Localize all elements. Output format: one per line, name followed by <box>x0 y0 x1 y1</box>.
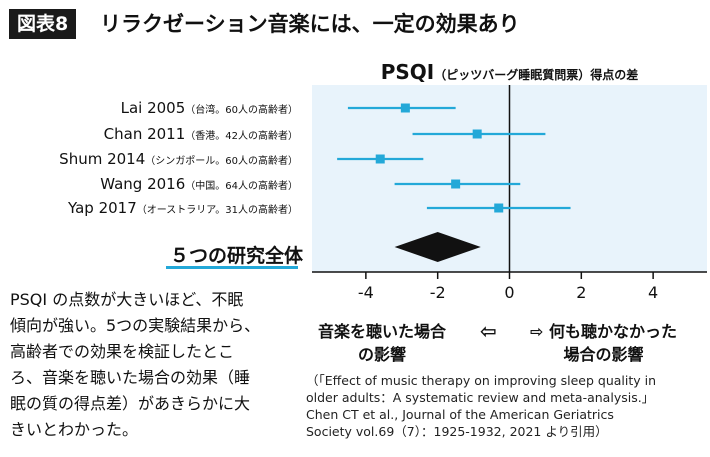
citation-line: Society vol.69（7）：1925-1932, 2021 より引用） <box>306 424 608 439</box>
axis-right-line: 何も聴かなかった <box>548 322 677 341</box>
x-tick-label: -2 <box>430 283 446 302</box>
chart-title-main: PSQI <box>380 60 435 84</box>
study-label-yap: Yap 2017（オーストラリア。31人の高齢者） <box>68 198 298 218</box>
chart-title: PSQI（ピッツバーグ睡眠質問票）得点の差 <box>312 60 707 84</box>
x-tick-label: 2 <box>576 283 586 302</box>
body-line: ろ、音楽を聴いた場合の効果（睡 <box>10 368 251 387</box>
study-name: Wang 2016 <box>100 175 186 193</box>
study-name: Chan 2011 <box>103 125 186 143</box>
chart-title-paren: （ピッツバーグ睡眠質問票）得点の差 <box>434 68 639 82</box>
figure-badge: 図表8 <box>9 9 77 39</box>
figure-title: リラクゼーション音楽には、一定の効果あり <box>100 12 520 36</box>
study-name: Lai 2005 <box>120 99 186 117</box>
citation-line: Chen CT et al., Journal of the American … <box>306 407 614 422</box>
study-detail: （中国。64人の高齢者） <box>185 181 298 192</box>
study-label-wang: Wang 2016（中国。64人の高齢者） <box>100 174 298 194</box>
pooled-estimate-diamond <box>394 232 481 262</box>
body-text: PSQI の点数が大きいほど、不眠 傾向が強い。5つの実験結果から、 高齢者での… <box>10 287 302 443</box>
study-label-shum: Shum 2014（シンガポール。60人の高齢者） <box>59 149 298 169</box>
study-detail: （香港。42人の高齢者） <box>185 131 298 142</box>
citation-line: older adults：A systematic review and met… <box>306 390 655 405</box>
study-name: Yap 2017 <box>68 199 137 217</box>
axis-right-line: 場合の影響 <box>563 345 644 364</box>
study-name: Shum 2014 <box>59 150 146 168</box>
citation-line: （「Effect of music therapy on improving s… <box>306 373 657 388</box>
study-detail: （台湾。60人の高齢者） <box>185 105 298 116</box>
x-tick-label: 0 <box>504 283 514 302</box>
body-line: きいとわかった。 <box>10 420 139 439</box>
axis-left-line: の影響 <box>358 345 407 364</box>
point-estimate-marker <box>375 154 385 164</box>
axis-right-label: ⇨ 何も聴かなかった 場合の影響 <box>530 320 677 366</box>
citation: （「Effect of music therapy on improving s… <box>306 372 706 440</box>
pooled-label: ５つの研究全体 <box>170 245 304 267</box>
body-line: PSQI の点数が大きいほど、不眠 <box>10 290 244 309</box>
body-line: 眠の質の得点差）があきらかに大 <box>10 394 251 413</box>
pooled-underline <box>166 266 298 269</box>
study-detail: （オーストラリア。31人の高齢者） <box>136 205 298 216</box>
axis-left-label: 音楽を聴いた場合 の影響 <box>318 320 446 366</box>
body-line: 高齢者での効果を検証したとこ <box>10 342 235 361</box>
x-tick-label: -4 <box>358 283 374 302</box>
point-estimate-marker <box>472 129 482 139</box>
arrow-left-icon: ⇦ <box>480 319 497 343</box>
body-line: 傾向が強い。5つの実験結果から、 <box>10 316 261 335</box>
point-estimate-marker <box>451 179 461 189</box>
axis-left-line: 音楽を聴いた場合 <box>318 322 447 341</box>
point-estimate-marker <box>494 203 504 213</box>
arrow-right-icon: ⇨ <box>530 322 544 341</box>
point-estimate-marker <box>400 103 410 113</box>
study-label-lai: Lai 2005（台湾。60人の高齢者） <box>121 98 298 118</box>
study-detail: （シンガポール。60人の高齢者） <box>145 156 298 167</box>
study-label-chan: Chan 2011（香港。42人の高齢者） <box>104 124 298 144</box>
x-tick-label: 4 <box>648 283 658 302</box>
